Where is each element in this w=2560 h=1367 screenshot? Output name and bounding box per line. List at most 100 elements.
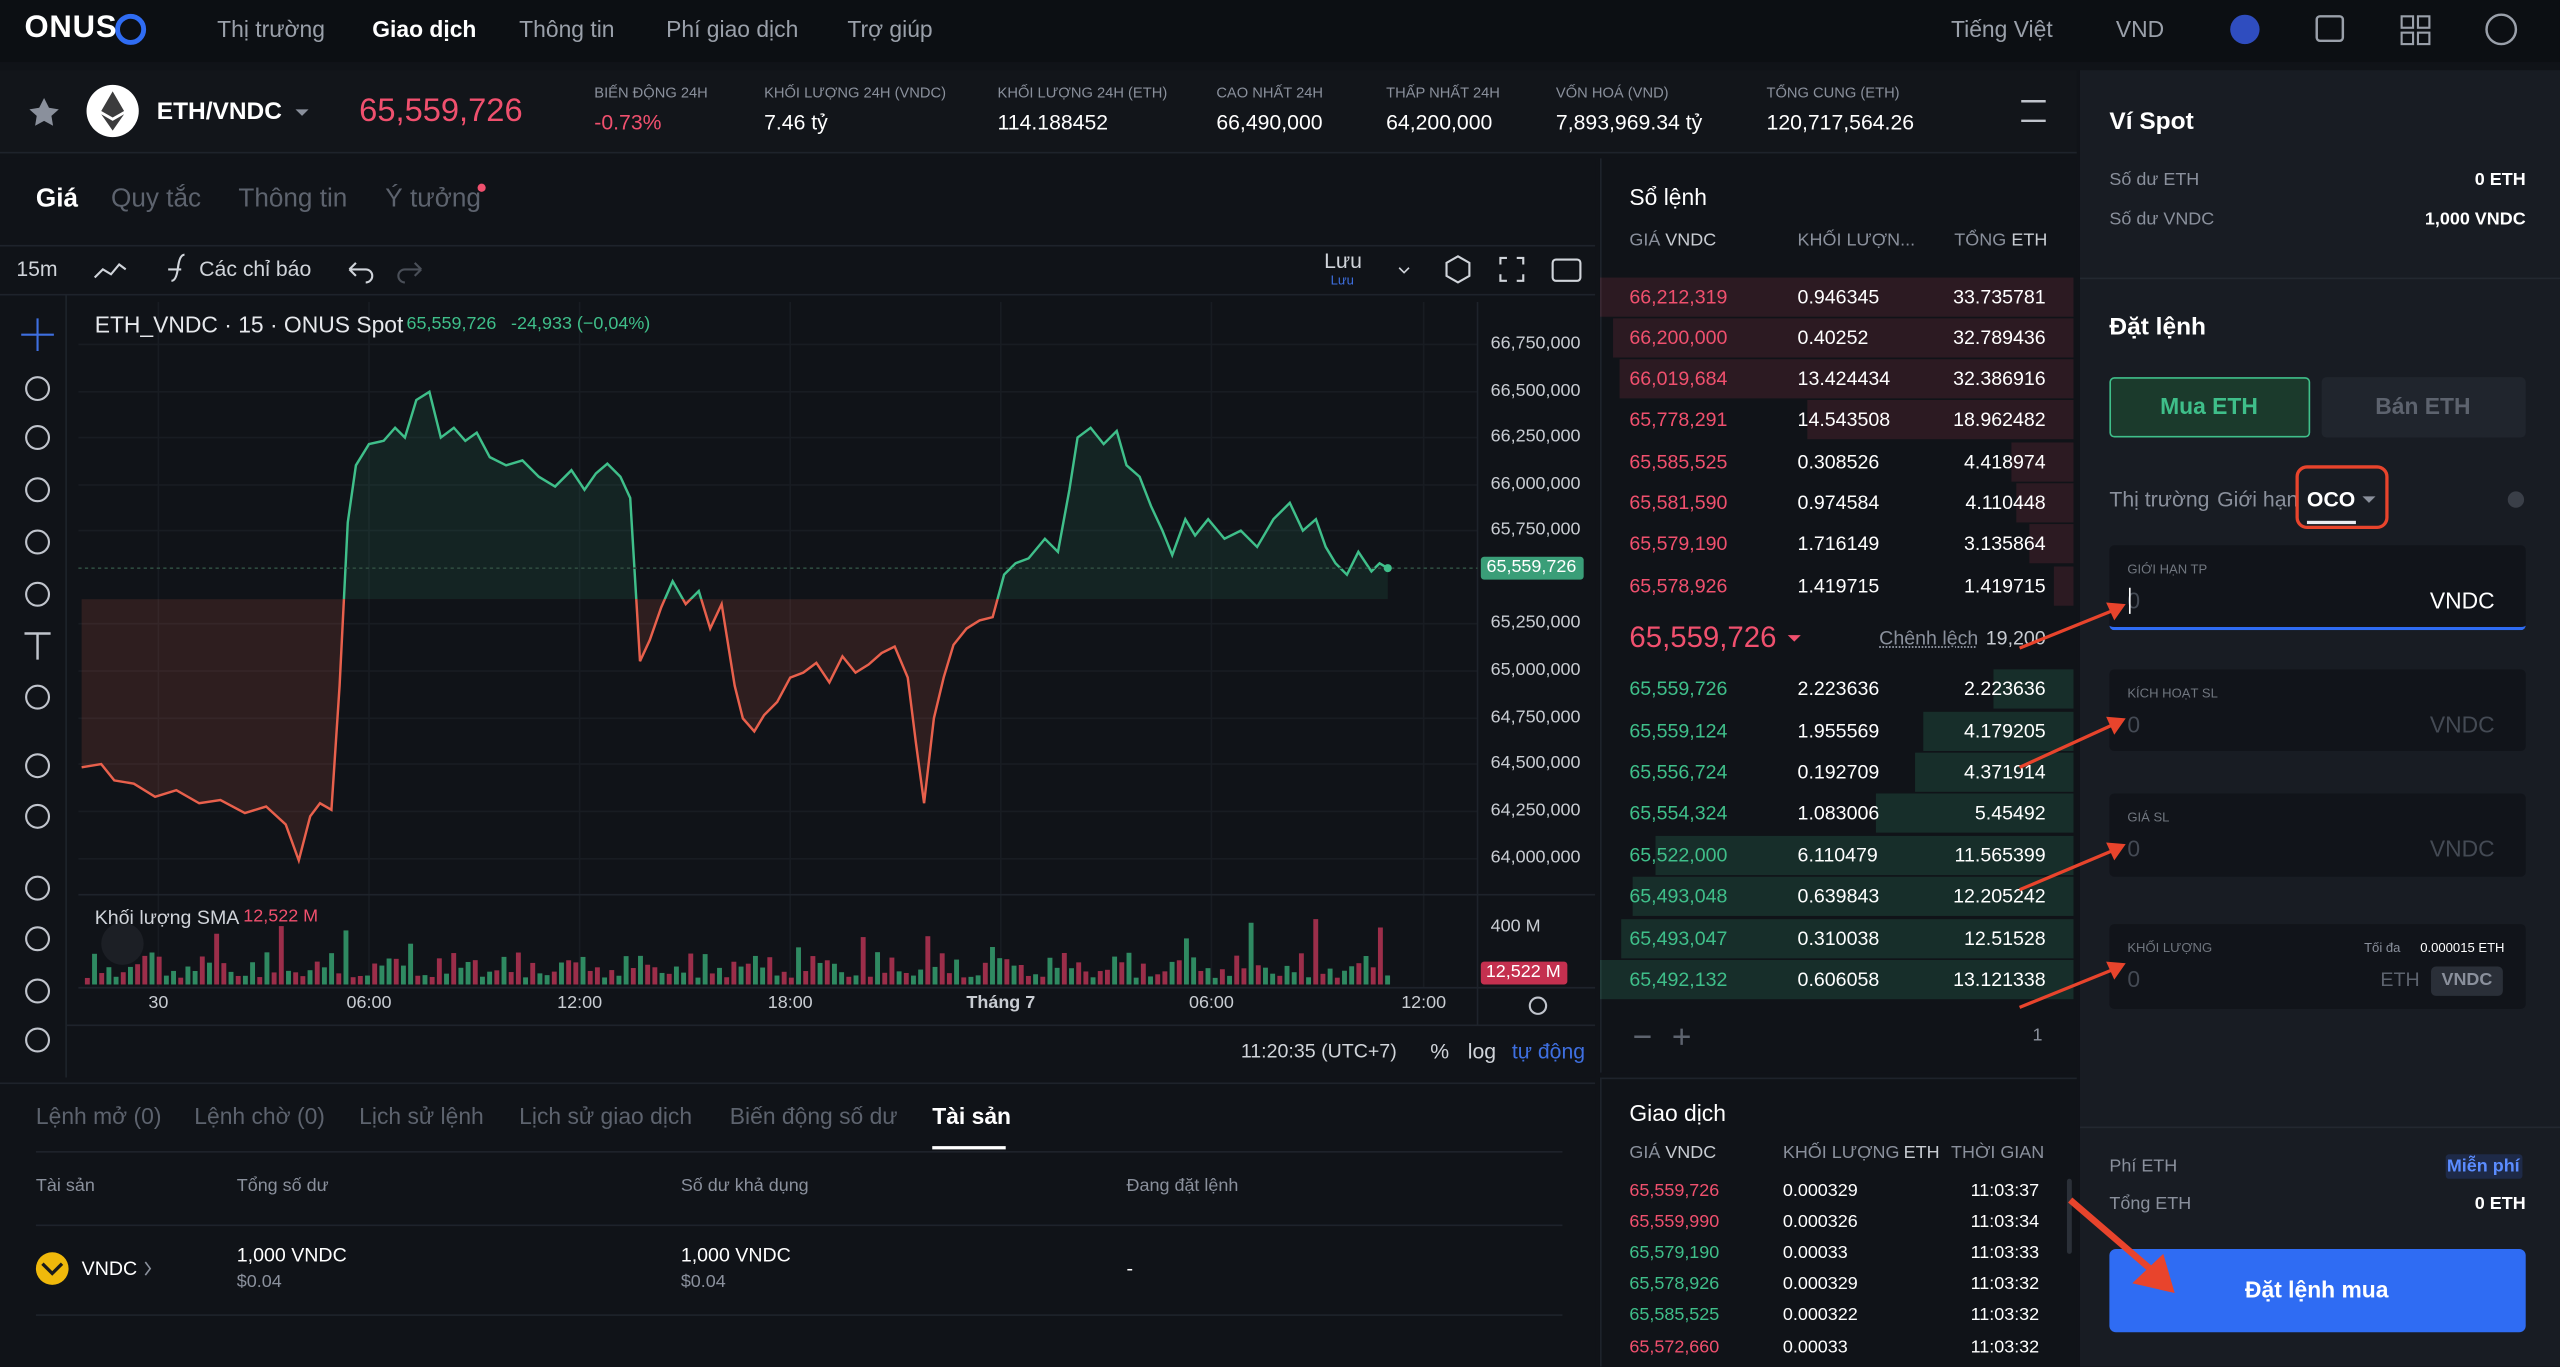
volume-bar [882,972,888,985]
trade-amount: 0.00033 [1782,1337,1848,1358]
volume-bar [264,952,270,985]
input-field[interactable] [2109,545,2526,631]
chart-tab[interactable]: Giá [35,185,79,213]
tool-icon [25,803,51,829]
volume-bar [638,955,643,985]
chart-legend-change: -24,933 (−0,04%) [511,314,651,334]
field-placeholder[interactable]: 0 [2127,965,2141,993]
nav-item[interactable]: Phí giao dịch [666,15,799,42]
interval[interactable]: 15m [16,256,58,282]
volume-bar [350,977,356,985]
stat-value: -0.73% [594,109,662,135]
sell-tab[interactable] [2321,377,2526,438]
sell-tab-label[interactable]: Bán ETH [2375,392,2471,419]
field-label: GIỚI HẠN TP [2127,561,2208,577]
stat-label: CAO NHẤT 24H [1216,84,1324,101]
field-unit[interactable]: ETH [2380,967,2420,991]
chart-tab[interactable]: Thông tin [238,185,348,213]
asset-total: 1,000 VNDC [236,1243,347,1267]
balance-value: 0 ETH [2474,170,2526,191]
price-area [81,391,1388,600]
volume-bar [803,971,809,985]
book-amount: 0.606058 [1797,967,1880,991]
bottom-tab[interactable]: Lệnh mở (0) [35,1103,162,1130]
language[interactable]: Tiếng Việt [1951,15,2053,42]
y-axis-label: 66,250,000 [1490,426,1581,447]
y-axis-label: 66,000,000 [1490,474,1581,494]
order-type[interactable]: Giới hạn [2217,486,2299,512]
nav-item[interactable]: Thông tin [519,15,615,42]
book-price[interactable]: 65,522,000 [1629,843,1728,867]
book-price[interactable]: 65,559,726 [1629,677,1728,701]
submit-button[interactable] [2109,1248,2526,1333]
unit-chip[interactable] [2431,966,2503,996]
book-price[interactable]: 65,554,324 [1629,801,1728,825]
currency[interactable]: VND [2115,15,2165,42]
volume-bar [1169,961,1175,985]
buy-tab-label[interactable]: Mua ETH [2160,392,2258,419]
indicators[interactable]: Các chỉ báo [199,256,312,282]
volume-bar [587,970,593,985]
save-sub: Lưu [1330,272,1354,288]
bottom-tab[interactable]: Biến động số dư [729,1103,898,1130]
bottom-tab[interactable]: Tài sản [932,1103,1012,1130]
book-price[interactable]: 65,492,132 [1629,967,1728,991]
buy-tab[interactable] [2109,377,2311,438]
book-price[interactable]: 65,578,926 [1629,574,1728,598]
book-price[interactable]: 65,556,724 [1629,760,1728,784]
asset-name[interactable]: VNDC [81,1256,138,1280]
scale-option[interactable]: tự động [1511,1038,1586,1064]
volume-bar [645,964,651,985]
volume-bar [796,947,801,985]
volume-bar [171,970,176,985]
y-axis-label: 64,000,000 [1490,848,1581,868]
book-price[interactable]: 65,493,048 [1629,884,1728,908]
unit-chip-label[interactable]: VNDC [2441,970,2493,991]
chart-tab[interactable]: Quy tắc [111,185,202,213]
nav-item[interactable]: Trợ giúp [847,15,933,42]
order-form-title: Đặt lệnh [2109,313,2207,342]
book-price[interactable]: 65,581,590 [1629,491,1728,514]
arrow-head [2106,716,2126,735]
column-unit: ETH [1903,1143,1940,1164]
book-price[interactable]: 65,585,525 [1629,450,1728,474]
chart-tab[interactable]: Ý tưởng [385,185,481,213]
book-price[interactable]: 65,493,047 [1629,927,1728,950]
trade-price: 65,572,660 [1629,1337,1720,1358]
book-price[interactable]: 66,212,319 [1629,285,1728,309]
undo [348,262,374,284]
volume-bar [781,971,787,985]
pair[interactable]: ETH/VNDC [156,97,282,126]
book-price[interactable]: 65,778,291 [1629,407,1728,431]
stat-value: 7.46 tỷ [764,109,828,135]
nav-item[interactable]: Thị trường [217,15,325,42]
book-amount: 13.424434 [1797,367,1891,390]
book-amount: 0.946345 [1797,285,1880,309]
order-type[interactable]: Thị trường [2109,486,2210,512]
scale-option[interactable]: log [1467,1038,1497,1064]
save[interactable]: Lưu [1324,248,1362,273]
field-placeholder[interactable]: 0 [2127,835,2141,862]
submit-label[interactable]: Đặt lệnh mua [2244,1276,2389,1303]
field-placeholder[interactable]: 0 [2127,711,2141,738]
bottom-tab[interactable]: Lịch sử giao dịch [519,1103,693,1130]
order-type[interactable]: OCO [2306,486,2356,512]
book-price[interactable]: 66,019,684 [1629,367,1728,390]
book-price[interactable]: 65,579,190 [1629,531,1728,555]
book-total: 4.179205 [1963,719,2046,743]
book-price[interactable]: 65,559,124 [1629,719,1728,743]
nav-item[interactable]: Giao dịch [372,15,477,42]
scale-option[interactable]: % [1430,1038,1450,1064]
input-field[interactable] [2109,669,2526,752]
stat-label: THẤP NHẤT 24H [1386,84,1500,101]
input-field[interactable] [2109,793,2526,877]
volume-bar [92,953,97,985]
bottom-tab[interactable]: Lệnh chờ (0) [194,1103,325,1130]
volume-bar [336,973,342,985]
book-total: 33.735781 [1953,285,2046,309]
bottom-tab[interactable]: Lịch sử lệnh [359,1103,484,1130]
book-price[interactable]: 66,200,000 [1629,326,1728,350]
spread-label: Chênh lệch [1879,626,1979,650]
volume-bar [286,970,291,985]
